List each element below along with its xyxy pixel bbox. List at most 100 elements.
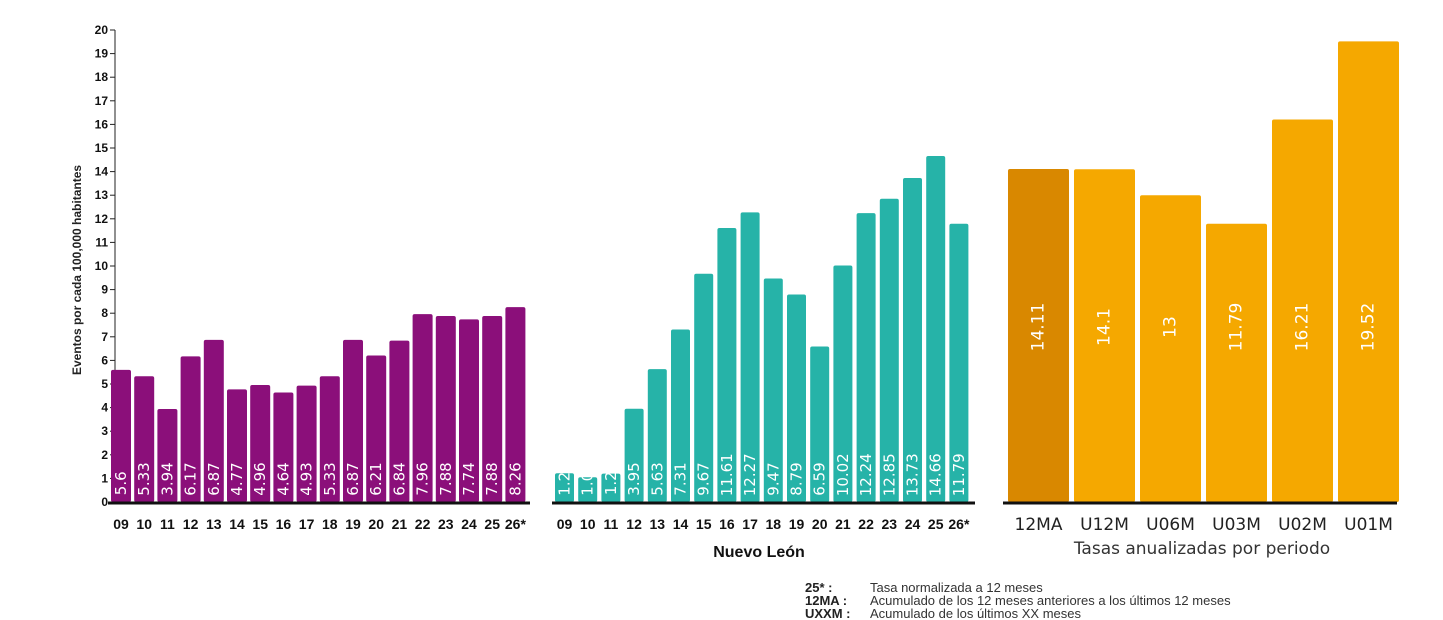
x-tick-label: 22	[415, 516, 431, 532]
y-tick-label: 16	[95, 117, 109, 131]
data-label: 7.88	[437, 462, 455, 495]
x-tick-label: 17	[299, 516, 315, 532]
data-label: 7.88	[483, 462, 501, 495]
bar	[647, 369, 667, 502]
data-label: 8.26	[506, 462, 524, 495]
bar	[879, 198, 899, 503]
bar	[459, 319, 479, 502]
bar	[578, 477, 598, 502]
x-tick-label: 24	[905, 516, 921, 532]
bar	[203, 339, 224, 502]
legend-desc-2: Acumulado de los 12 meses anteriores a l…	[870, 593, 1231, 608]
bar	[601, 473, 621, 502]
data-label: 1.22	[556, 462, 574, 495]
x-tick-label: U02M	[1278, 515, 1327, 535]
data-label: 1.05	[579, 462, 597, 495]
y-tick-label: 8	[101, 306, 108, 320]
bar	[273, 392, 294, 502]
data-label: 6.17	[182, 462, 200, 495]
y-tick-label: 17	[95, 94, 109, 108]
bar	[180, 356, 201, 502]
y-tick-label: 4	[101, 401, 108, 415]
x-tick-label: 15	[696, 516, 712, 532]
data-label: 10.02	[834, 453, 852, 496]
bar	[903, 177, 922, 503]
bar	[435, 316, 456, 502]
data-label: 6.21	[367, 462, 385, 495]
legend-desc-3: Acumulado de los últimos XX meses	[870, 606, 1081, 620]
data-label: 3.95	[625, 462, 643, 495]
data-label: 19.52	[1359, 303, 1379, 352]
y-tick-label: 19	[95, 47, 109, 61]
bar	[319, 376, 340, 502]
bar	[740, 212, 760, 503]
bar	[157, 409, 178, 502]
data-label: 12.24	[857, 453, 875, 496]
bar	[833, 265, 853, 502]
data-label: 7.31	[672, 462, 690, 495]
y-tick-label: 12	[95, 212, 109, 226]
bar	[482, 316, 503, 502]
x-tick-label: 20	[812, 516, 828, 532]
legend-desc-1: Tasa normalizada a 12 meses	[870, 580, 1043, 595]
data-label: 12.85	[880, 453, 898, 496]
bar	[1140, 195, 1201, 502]
data-label: 9.67	[695, 462, 713, 495]
bar	[856, 213, 876, 503]
y-tick-label: 18	[95, 70, 109, 84]
data-label: 11.79	[1227, 303, 1247, 352]
data-label: 11.61	[718, 453, 736, 496]
x-tick-label: 17	[742, 516, 758, 532]
group-title-tasas: Tasas anualizadas por periodo	[1073, 539, 1330, 559]
x-tick-label: 22	[858, 516, 874, 532]
data-label: 16.21	[1293, 303, 1313, 352]
y-tick-label: 3	[101, 424, 108, 438]
y-tick-label: 13	[95, 188, 109, 202]
x-tick-label: 09	[113, 516, 129, 532]
x-tick-label: U06M	[1146, 515, 1195, 535]
y-tick-label: 6	[101, 353, 108, 367]
data-label: 11.79	[950, 453, 968, 496]
data-label: 9.47	[764, 462, 782, 495]
x-tick-label: 09	[557, 516, 573, 532]
y-tick-label: 20	[95, 23, 109, 37]
data-label: 5.63	[648, 462, 666, 495]
data-label: 13.73	[904, 453, 922, 496]
data-label: 13	[1161, 316, 1181, 338]
bar	[1206, 223, 1267, 503]
data-label: 14.66	[927, 453, 945, 496]
bar	[694, 273, 714, 502]
x-tick-label: 23	[882, 516, 898, 532]
x-tick-label: 26*	[948, 516, 970, 532]
data-labels: 5.6 5.33 3.94 6.17 6.87 4.77 4.96 4.64 4.93 5.33 6…	[112, 303, 1379, 497]
bar	[505, 307, 526, 502]
bar	[671, 329, 690, 502]
x-tick-label: 12	[183, 516, 199, 532]
x-tick-label: 23	[438, 516, 454, 532]
x-tick-label: 19	[789, 516, 805, 532]
data-label: 4.77	[228, 462, 246, 495]
bar	[366, 355, 387, 502]
x-tick-label: 20	[368, 516, 384, 532]
bars	[111, 41, 1399, 503]
x-tick-label: 14	[673, 516, 689, 532]
data-label: 14.11	[1029, 303, 1049, 352]
y-tick-label: 5	[101, 377, 108, 391]
x-tick-label: 26*	[505, 516, 527, 532]
x-tick-label: 25	[484, 516, 500, 532]
legend-key-2: 12MA :	[805, 593, 847, 608]
data-label: 7.96	[414, 462, 432, 495]
x-tick-label: 25	[928, 516, 944, 532]
y-tick-label: 9	[101, 283, 108, 297]
x-tick-label: 18	[322, 516, 338, 532]
x-tick-label: 13	[650, 516, 666, 532]
data-label: 7.74	[460, 462, 478, 495]
bar	[134, 376, 155, 502]
y-tick-label: 1	[101, 471, 108, 485]
data-label: 5.6	[112, 471, 130, 495]
x-tick-label: 21	[392, 516, 408, 532]
bar	[1272, 119, 1333, 502]
bar	[389, 340, 410, 502]
x-tick-label: 18	[766, 516, 782, 532]
